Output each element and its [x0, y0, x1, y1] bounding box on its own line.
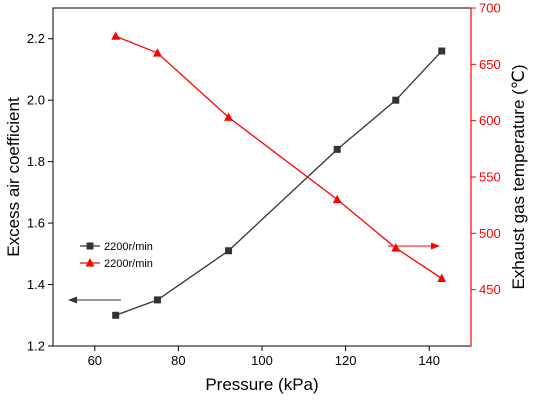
y-right-tick-label: 600 — [479, 113, 501, 128]
series-layer — [111, 31, 447, 319]
data-point-triangle — [437, 273, 447, 282]
data-point-triangle — [153, 48, 162, 57]
x-tick-label: 100 — [251, 353, 273, 368]
data-point-square — [392, 96, 400, 104]
data-point-triangle — [224, 112, 234, 121]
y-left-tick-label: 2.2 — [27, 31, 45, 46]
y-right-tick-label: 550 — [479, 170, 501, 185]
y-axis-label-right: Exhaust gas temperature (℃) — [509, 64, 528, 289]
y-left-tick-label: 1.6 — [27, 216, 45, 231]
y-left-tick-label: 1.8 — [27, 154, 45, 169]
x-tick-label: 140 — [418, 353, 440, 368]
data-point-square — [225, 247, 233, 255]
y-right-tick-label: 650 — [479, 57, 501, 72]
data-point-square — [112, 311, 120, 319]
ticks-layer: 60 80 100 120 140 1.2 1.4 1.6 1.8 2.0 2.2 450 500 550… — [27, 1, 501, 369]
plot-frame — [52, 7, 472, 347]
data-point-square — [333, 145, 341, 153]
data-point-triangle — [111, 31, 121, 40]
y-right-tick-label: 500 — [479, 226, 501, 241]
data-point-square — [438, 47, 446, 55]
right-arrow-icon — [431, 242, 440, 250]
data-point-triangle — [391, 243, 401, 252]
y-axis-label-left: Excess air coefficient — [4, 97, 23, 257]
left-arrow-icon — [68, 296, 77, 304]
y-left-tick-label: 2.0 — [27, 93, 45, 108]
y-left-tick-label: 1.4 — [27, 277, 45, 292]
x-tick-label: 60 — [88, 353, 102, 368]
axis-indicators — [68, 242, 440, 304]
x-tick-label: 80 — [171, 353, 185, 368]
series-line-excess-air — [115, 50, 443, 316]
legend-marker-triangle — [85, 258, 95, 267]
series-line-temperature — [115, 35, 443, 279]
legend-label: 2200r/min — [104, 241, 153, 253]
legend-label: 2200r/min — [104, 258, 153, 270]
legend: 2200r/min 2200r/min — [80, 241, 153, 270]
legend-marker-square — [86, 242, 94, 250]
y-right-tick-label: 450 — [479, 282, 501, 297]
x-tick-label: 120 — [335, 353, 357, 368]
data-point-square — [154, 296, 161, 304]
data-point-triangle — [332, 194, 342, 204]
y-left-tick-label: 1.2 — [27, 339, 45, 354]
x-axis-label: Pressure (kPa) — [205, 375, 318, 394]
y-right-tick-label: 700 — [479, 1, 501, 16]
